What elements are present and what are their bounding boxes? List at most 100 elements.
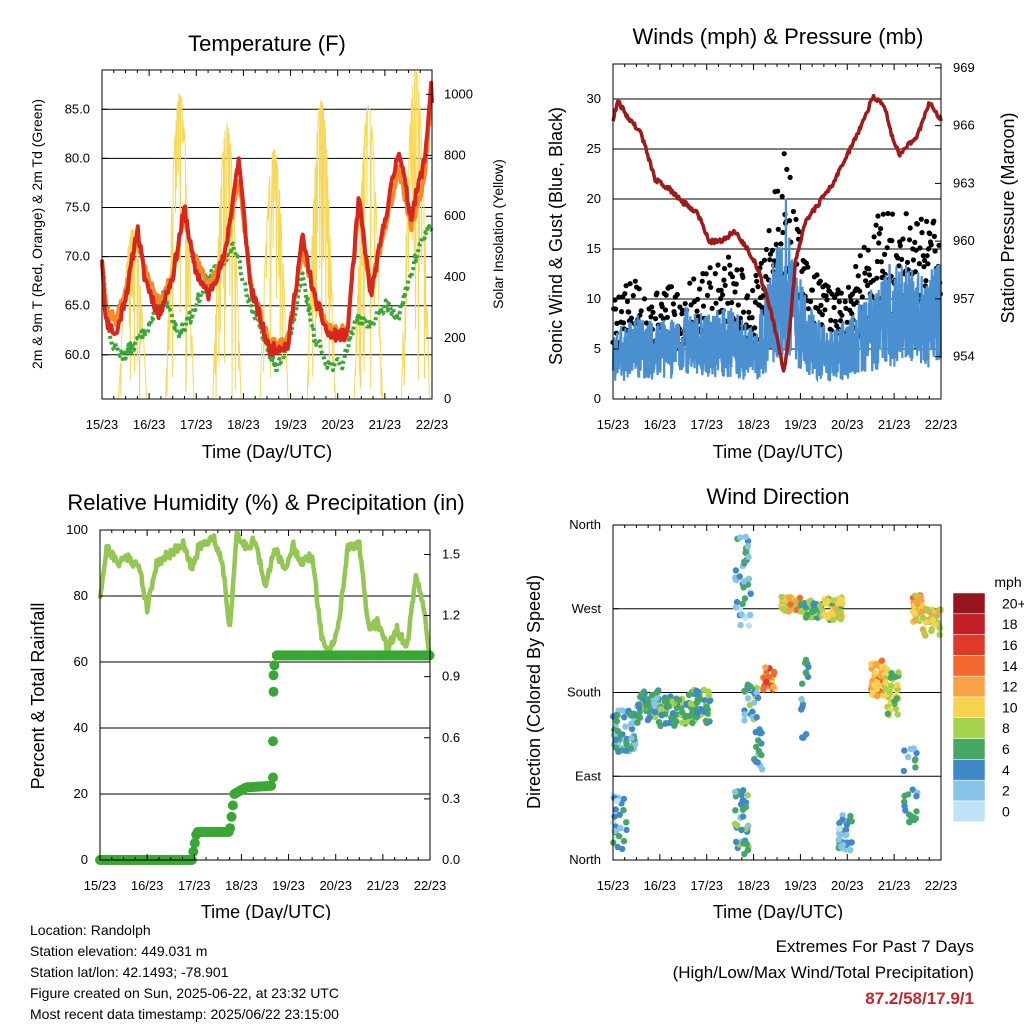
x-tick-label: 19/23 bbox=[274, 417, 307, 432]
y-tick-label: 20 bbox=[587, 191, 601, 206]
x-tick-label: 16/23 bbox=[131, 878, 164, 893]
precip-dot bbox=[189, 838, 200, 849]
wind-direction-dots bbox=[610, 533, 944, 858]
direction-dot bbox=[785, 608, 793, 615]
direction-dot bbox=[762, 664, 769, 671]
colorbar-label: 4 bbox=[1002, 762, 1010, 778]
direction-dot bbox=[703, 703, 710, 711]
direction-dot bbox=[884, 710, 892, 717]
direction-dot bbox=[878, 657, 886, 664]
gust-dot bbox=[865, 247, 871, 253]
gust-dot bbox=[614, 320, 620, 326]
direction-dot bbox=[628, 725, 636, 732]
gust-dot bbox=[878, 259, 884, 265]
gust-dot bbox=[707, 265, 713, 271]
y-right-tick-label: 0.6 bbox=[442, 730, 460, 745]
gust-dot bbox=[771, 258, 778, 264]
gust-dot bbox=[876, 231, 882, 237]
direction-dot bbox=[673, 718, 680, 725]
direction-dot bbox=[662, 720, 669, 727]
gust-dot bbox=[752, 325, 758, 331]
speed-colorbar: mph 20+ 18 16 14 12 10 8 6 4 2 0 bbox=[952, 574, 1024, 823]
gust-dot bbox=[832, 294, 838, 301]
direction-dot bbox=[765, 674, 772, 681]
y-tick-label: 100 bbox=[66, 522, 88, 537]
gust-dot bbox=[760, 293, 766, 299]
direction-dot bbox=[732, 604, 739, 611]
gust-dot bbox=[626, 309, 632, 315]
gust-dot bbox=[718, 287, 724, 293]
direction-dot bbox=[786, 595, 793, 603]
gust-dot bbox=[660, 316, 667, 322]
gust-dot bbox=[691, 276, 697, 282]
gust-dot bbox=[897, 243, 903, 249]
gust-dot bbox=[613, 306, 619, 312]
direction-dot bbox=[744, 792, 751, 799]
direction-dot bbox=[687, 700, 695, 707]
direction-dot bbox=[914, 600, 921, 608]
direction-dot bbox=[622, 747, 630, 754]
gust-dot bbox=[674, 291, 680, 298]
gust-dot bbox=[832, 318, 839, 324]
gust-dot bbox=[688, 302, 694, 308]
direction-dot bbox=[664, 695, 671, 702]
direction-dot bbox=[900, 767, 908, 775]
y-right-tick-label: 0 bbox=[444, 391, 451, 406]
gust-dot bbox=[662, 307, 669, 313]
gust-dot bbox=[834, 291, 841, 297]
direction-dot bbox=[742, 533, 749, 540]
x-tick-label: 22/23 bbox=[925, 878, 958, 893]
gust-dot bbox=[931, 218, 937, 224]
direction-dot bbox=[798, 608, 805, 615]
colorbar-swatch bbox=[952, 738, 986, 760]
direction-dot bbox=[668, 698, 676, 705]
y-right-tick-label: 1.2 bbox=[442, 608, 460, 623]
gust-dot bbox=[695, 296, 701, 302]
direction-dot bbox=[758, 766, 766, 773]
colorbar-swatch bbox=[952, 655, 986, 677]
direction-dot bbox=[884, 666, 891, 674]
direction-dot bbox=[732, 567, 740, 574]
gust-dot bbox=[874, 258, 881, 265]
direction-dot bbox=[689, 719, 696, 727]
y-right-tick-label: 969 bbox=[953, 60, 975, 75]
direction-dot bbox=[924, 606, 931, 614]
gust-dot bbox=[739, 267, 745, 273]
temperature-ylabel-right: Solar Insolation (Yellow) bbox=[490, 159, 506, 309]
gust-dot bbox=[737, 315, 743, 321]
x-tick-label: 18/23 bbox=[737, 878, 770, 893]
direction-dot bbox=[678, 708, 686, 716]
gust-dot bbox=[861, 244, 867, 250]
direction-dot bbox=[913, 808, 920, 815]
direction-dot bbox=[847, 812, 854, 820]
direction-dot bbox=[651, 713, 659, 721]
x-tick-label: 20/23 bbox=[321, 417, 354, 432]
direction-dot bbox=[799, 703, 806, 710]
wind-direction-axes: 15/23 16/23 17/23 18/23 19/23 20/23 21/23 22/23… bbox=[567, 517, 957, 893]
y-tick-label: 5 bbox=[594, 341, 601, 356]
direction-dot bbox=[746, 701, 753, 709]
y-tick-label: West bbox=[572, 601, 602, 616]
y-tick-label: 75.0 bbox=[65, 199, 90, 214]
gust-dot bbox=[889, 211, 896, 217]
gust-dot bbox=[687, 280, 693, 286]
x-tick-label: 15/23 bbox=[597, 417, 630, 432]
direction-dot bbox=[739, 600, 746, 607]
direction-dot bbox=[744, 543, 752, 550]
extremes-title: Extremes For Past 7 Days bbox=[775, 937, 974, 956]
direction-dot bbox=[753, 714, 760, 721]
gust-dot bbox=[836, 299, 842, 305]
gust-dot bbox=[721, 277, 727, 283]
pressure-line bbox=[611, 93, 943, 373]
gust-dot bbox=[729, 274, 736, 280]
gust-dot bbox=[649, 304, 655, 310]
gust-dot bbox=[703, 271, 709, 277]
direction-dot bbox=[779, 605, 786, 612]
direction-dot bbox=[755, 737, 762, 744]
direction-dot bbox=[648, 691, 656, 699]
colorbar-swatch bbox=[952, 800, 986, 823]
direction-dot bbox=[756, 730, 764, 737]
winds-panel: Winds (mph) & Pressure (mb) 15/23 16/23 17… bbox=[546, 24, 1018, 462]
direction-dot bbox=[645, 701, 652, 709]
y-right-tick-label: 800 bbox=[444, 147, 466, 162]
